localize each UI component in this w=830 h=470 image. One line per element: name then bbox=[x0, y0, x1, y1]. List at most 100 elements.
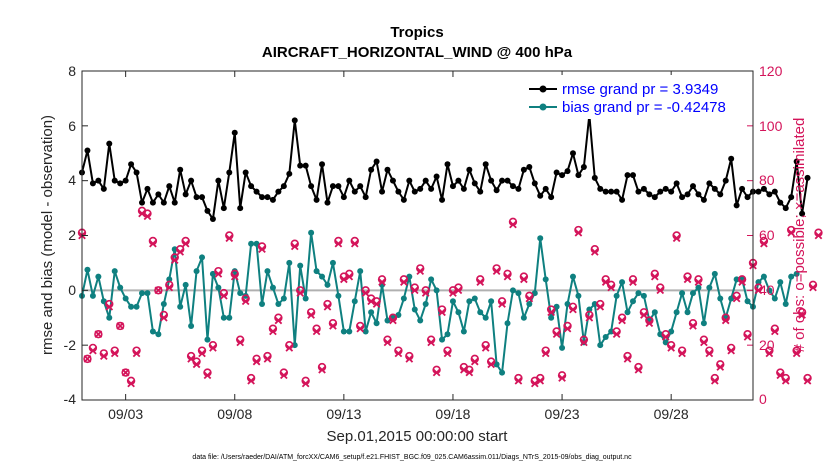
assimilated-obs-marker bbox=[449, 289, 457, 297]
rmse-point bbox=[220, 205, 227, 212]
assimilated-obs-stroke bbox=[520, 275, 528, 284]
assimilated-obs-marker bbox=[236, 338, 245, 347]
rmse-point bbox=[209, 216, 216, 223]
rmse-point bbox=[177, 166, 184, 173]
bias-point bbox=[264, 268, 271, 275]
assimilated-obs-marker bbox=[640, 311, 648, 319]
rmse-point bbox=[286, 170, 293, 177]
bias-point bbox=[608, 328, 615, 335]
assimilated-obs-stroke bbox=[432, 368, 441, 377]
bias-point bbox=[313, 268, 320, 275]
assimilated-obs-marker bbox=[247, 376, 255, 385]
assimilated-obs-stroke bbox=[225, 234, 234, 243]
rmse-point bbox=[482, 161, 489, 168]
assimilated-obs-marker bbox=[765, 349, 774, 358]
assimilated-obs-stroke bbox=[154, 286, 163, 295]
rmse-point bbox=[771, 188, 778, 195]
assimilated-obs-marker bbox=[547, 308, 555, 317]
rmse-point bbox=[460, 185, 467, 192]
bias-point bbox=[602, 333, 609, 340]
bias-point bbox=[651, 309, 658, 316]
assimilated-obs-stroke bbox=[656, 286, 665, 295]
rmse-point bbox=[357, 183, 364, 190]
bias-point bbox=[777, 279, 784, 286]
bias-point bbox=[346, 328, 353, 335]
rmse-point bbox=[84, 147, 91, 154]
assimilated-obs-stroke bbox=[754, 286, 763, 295]
assimilated-obs-marker bbox=[296, 289, 305, 297]
assimilated-obs-marker bbox=[427, 338, 435, 347]
assimilated-obs-marker bbox=[809, 283, 817, 292]
assimilated-obs-stroke bbox=[421, 289, 430, 297]
assimilated-obs-marker bbox=[520, 275, 528, 284]
assimilated-obs-marker bbox=[252, 357, 261, 366]
assimilated-obs-stroke bbox=[427, 338, 435, 347]
assimilated-obs-marker bbox=[149, 239, 157, 248]
bias-point bbox=[455, 309, 462, 316]
assimilated-obs-marker bbox=[514, 376, 523, 385]
assimilated-obs-marker bbox=[694, 278, 703, 286]
rmse-point bbox=[602, 188, 609, 195]
assimilated-obs-stroke bbox=[280, 371, 288, 380]
rmse-point bbox=[488, 177, 495, 184]
rmse-point bbox=[340, 194, 347, 201]
assimilated-obs-marker bbox=[585, 313, 594, 322]
assimilated-obs-stroke bbox=[574, 228, 583, 237]
assimilated-obs-marker bbox=[274, 316, 283, 325]
assimilated-obs-stroke bbox=[176, 248, 185, 256]
assimilated-obs-marker bbox=[154, 286, 163, 295]
assimilated-obs-marker bbox=[356, 324, 365, 333]
rmse-point bbox=[144, 185, 151, 192]
rmse-point bbox=[542, 185, 549, 192]
assimilated-obs-marker bbox=[481, 344, 490, 352]
assimilated-obs-stroke bbox=[198, 349, 206, 358]
assimilated-obs-stroke bbox=[498, 300, 506, 308]
rmse-point bbox=[760, 185, 767, 192]
assimilated-obs-stroke bbox=[241, 297, 250, 306]
bias-point bbox=[302, 295, 309, 302]
x-axis-label: Sep.01,2015 00:00:00 start bbox=[327, 428, 509, 445]
rmse-point bbox=[629, 172, 636, 179]
rmse-point bbox=[635, 188, 642, 195]
assimilated-obs-marker bbox=[241, 297, 250, 306]
legend-rmse-label: rmse grand pr = 3.9349 bbox=[562, 81, 718, 98]
bias-point bbox=[128, 303, 135, 310]
assimilated-obs-marker bbox=[105, 302, 114, 311]
assimilated-obs-stroke bbox=[449, 289, 457, 297]
bias-point bbox=[215, 284, 222, 291]
rmse-point bbox=[717, 191, 724, 198]
bias-point bbox=[613, 292, 620, 299]
x-tick-label: 09/08 bbox=[217, 406, 252, 422]
assimilated-obs-stroke bbox=[378, 278, 386, 286]
assimilated-obs-stroke bbox=[787, 228, 796, 237]
bias-point bbox=[488, 298, 495, 305]
rmse-point bbox=[182, 191, 189, 198]
bias-point bbox=[188, 322, 195, 329]
assimilated-obs-stroke bbox=[367, 297, 375, 306]
assimilated-obs-stroke bbox=[618, 316, 626, 325]
assimilated-obs-marker bbox=[612, 330, 621, 339]
assimilated-obs-marker bbox=[743, 333, 752, 341]
assimilated-obs-stroke bbox=[525, 294, 534, 303]
rmse-point bbox=[335, 183, 342, 190]
bias-point bbox=[760, 273, 767, 280]
legend: rmse grand pr = 3.9349 bias grand pr = -… bbox=[525, 75, 751, 119]
assimilated-obs-stroke bbox=[781, 376, 790, 385]
assimilated-obs-stroke bbox=[503, 272, 512, 281]
assimilated-obs-stroke bbox=[721, 316, 730, 325]
rmse-point bbox=[744, 194, 751, 201]
legend-bias-marker bbox=[539, 103, 547, 111]
bias-point bbox=[635, 290, 642, 297]
y-tick-label: 6 bbox=[68, 118, 76, 134]
bias-point bbox=[84, 266, 91, 273]
assimilated-obs-marker bbox=[116, 322, 125, 330]
assimilated-obs-marker bbox=[601, 278, 610, 286]
assimilated-obs-stroke bbox=[530, 379, 539, 388]
assimilated-obs-marker bbox=[509, 220, 517, 229]
assimilated-obs-marker bbox=[721, 316, 730, 325]
assimilated-obs-marker bbox=[361, 289, 370, 297]
assimilated-obs-stroke bbox=[732, 294, 741, 303]
rmse-point bbox=[237, 205, 244, 212]
rmse-point bbox=[662, 185, 669, 192]
